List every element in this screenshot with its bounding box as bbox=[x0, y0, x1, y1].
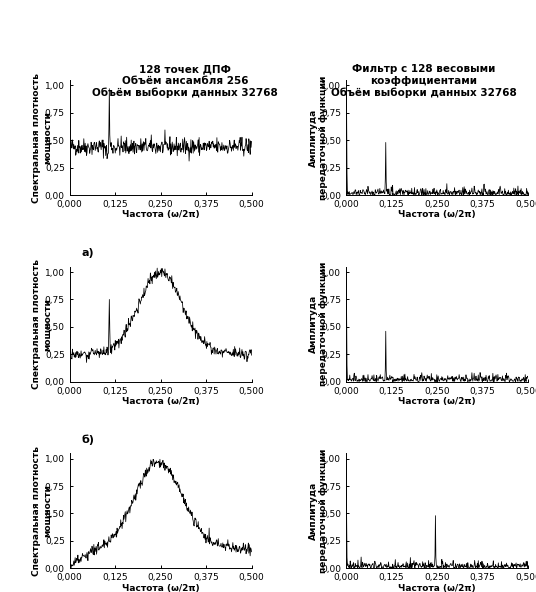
Text: Объём ансамбля 256: Объём ансамбля 256 bbox=[122, 76, 248, 86]
Text: б): б) bbox=[81, 435, 94, 445]
Y-axis label: Амплитуда
передаточной функции: Амплитуда передаточной функции bbox=[309, 449, 328, 573]
Text: коэффициентами: коэффициентами bbox=[370, 76, 477, 86]
Text: Объём выборки данных 32768: Объём выборки данных 32768 bbox=[92, 87, 278, 98]
Text: а): а) bbox=[81, 248, 94, 258]
X-axis label: Частота (ω/2π): Частота (ω/2π) bbox=[122, 584, 199, 592]
Y-axis label: Спектральная плотность
мощности: Спектральная плотность мощности bbox=[32, 446, 52, 576]
Y-axis label: Амплитуда
передаточной функции: Амплитуда передаточной функции bbox=[309, 262, 328, 387]
X-axis label: Частота (ω/2π): Частота (ω/2π) bbox=[398, 584, 476, 592]
Text: Объём выборки данных 32768: Объём выборки данных 32768 bbox=[331, 87, 516, 98]
X-axis label: Частота (ω/2π): Частота (ω/2π) bbox=[122, 210, 199, 220]
X-axis label: Частота (ω/2π): Частота (ω/2π) bbox=[398, 397, 476, 406]
X-axis label: Частота (ω/2π): Частота (ω/2π) bbox=[398, 210, 476, 220]
Text: Фильтр с 128 весовыми: Фильтр с 128 весовыми bbox=[352, 64, 495, 74]
Y-axis label: Спектральная плотность
мощности: Спектральная плотность мощности bbox=[32, 72, 52, 202]
Text: 128 точек ДПФ: 128 точек ДПФ bbox=[139, 64, 231, 74]
X-axis label: Частота (ω/2π): Частота (ω/2π) bbox=[122, 397, 199, 406]
Y-axis label: Амплитуда
передаточной функции: Амплитуда передаточной функции bbox=[309, 75, 328, 200]
Y-axis label: Спектральная плотность
мощности: Спектральная плотность мощности bbox=[32, 259, 52, 389]
